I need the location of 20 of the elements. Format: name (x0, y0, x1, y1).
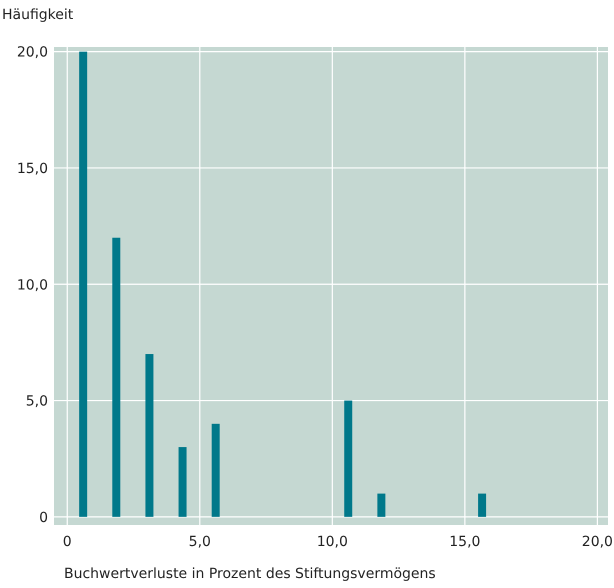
x-tick-label: 15,0 (449, 534, 480, 550)
x-tick-label: 0 (62, 534, 72, 550)
bar (212, 424, 220, 517)
y-tick-label: 0 (39, 510, 48, 526)
x-tick-label: 20,0 (582, 534, 613, 550)
bar (344, 400, 352, 517)
bar (145, 354, 154, 517)
x-tick-label: 5,0 (188, 534, 211, 550)
bar (112, 238, 120, 517)
y-tick-label: 20,0 (16, 44, 48, 61)
y-tick-label: 15,0 (16, 160, 48, 177)
bar (79, 52, 88, 517)
y-axis-title: Häufigkeit (2, 7, 74, 23)
y-tick-label: 10,0 (16, 277, 48, 294)
x-axis-title: Buchwertverluste in Prozent des Stiftungsvermögens (64, 566, 436, 582)
bar (377, 494, 386, 517)
x-tick-label: 10,0 (316, 534, 348, 550)
bar (478, 494, 486, 517)
bar (178, 447, 187, 517)
y-tick-label: 5,0 (26, 394, 48, 410)
